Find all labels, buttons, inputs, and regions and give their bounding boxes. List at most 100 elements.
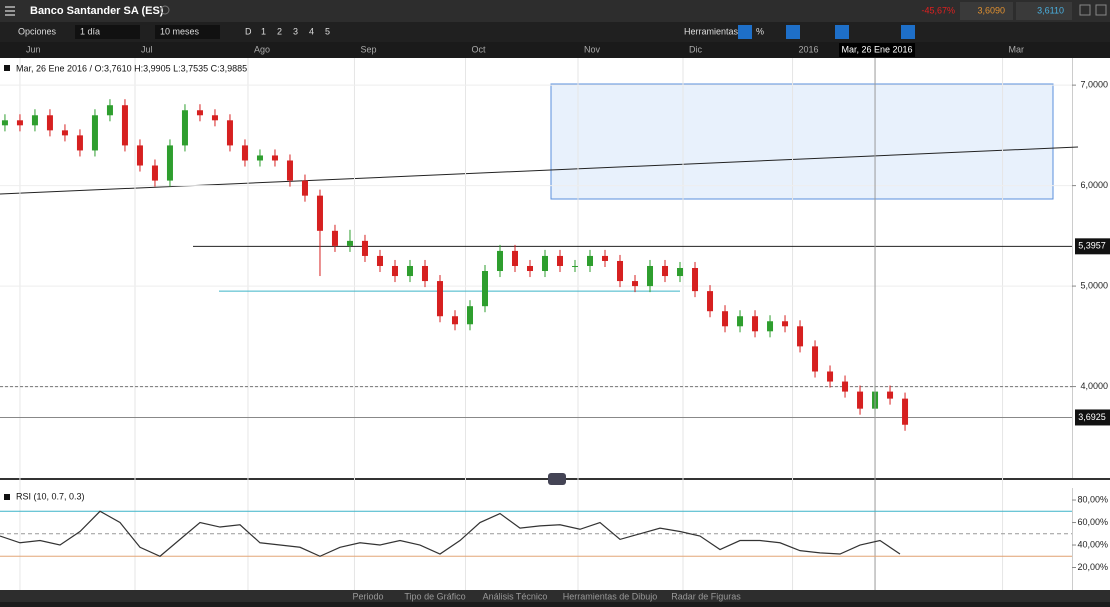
candle-body: [767, 321, 774, 332]
rsi-tick-label: 20,00%: [1077, 562, 1108, 572]
ask-box[interactable]: [1016, 2, 1072, 20]
menu-icon[interactable]: [5, 6, 15, 16]
range: 10 meses: [160, 26, 200, 36]
candle-body: [31, 115, 38, 126]
tool-button[interactable]: [901, 25, 915, 39]
rsi-tick-label: 80,00%: [1077, 494, 1108, 504]
candle-body: [211, 115, 218, 121]
interval-select[interactable]: [75, 25, 140, 39]
footer-tab[interactable]: Periodo: [352, 591, 383, 601]
range-select[interactable]: [155, 25, 220, 39]
tool-button[interactable]: [835, 25, 849, 39]
candle-body: [707, 291, 714, 312]
candle-body: [827, 371, 834, 382]
candle-body: [617, 260, 624, 282]
candle-body: [286, 160, 293, 181]
candle-body: [166, 145, 173, 181]
trend-line[interactable]: [0, 146, 1079, 195]
rsi-line: [0, 510, 901, 557]
candle-body: [842, 381, 849, 392]
axis-border: [1072, 58, 1073, 478]
candle-body: [181, 110, 188, 146]
candle-body: [241, 145, 248, 161]
toolbar: [0, 22, 1110, 42]
y-tick-label: 5,0000: [1080, 280, 1108, 290]
candle-body: [196, 110, 203, 116]
day-button[interactable]: 1: [261, 26, 266, 36]
day-button[interactable]: 4: [309, 26, 314, 36]
candle-body: [91, 115, 98, 151]
drawn-rectangle[interactable]: [550, 83, 1054, 200]
candle-body: [376, 255, 383, 266]
divider-handle[interactable]: [548, 473, 566, 485]
candle-body: [436, 281, 443, 317]
month-label: Dic: [689, 44, 702, 54]
candle-body: [692, 268, 699, 292]
candle-body: [542, 255, 549, 272]
bottom-bar: [0, 590, 1110, 602]
day-button[interactable]: 5: [325, 26, 330, 36]
candle-body: [602, 255, 609, 261]
day-button[interactable]: 2: [277, 26, 282, 36]
grid-button[interactable]: [786, 25, 800, 39]
candle-body: [391, 265, 398, 277]
candle-body: [511, 250, 518, 266]
options[interactable]: Opciones: [18, 26, 57, 36]
instrument-title: Banco Santander SA (ES): [30, 5, 164, 17]
rsi-title: RSI (10, 0.7, 0.3): [16, 491, 85, 501]
search-icon[interactable]: [160, 5, 170, 15]
candle-body: [136, 145, 143, 166]
candle-body: [121, 105, 128, 146]
month-label: Oct: [471, 44, 486, 54]
crosshair-tag: [839, 43, 916, 57]
candle-body: [271, 155, 278, 161]
candle-body: [466, 306, 473, 325]
candle-body: [301, 180, 308, 196]
rsi-pane: [0, 488, 1110, 590]
candle-body: [406, 265, 413, 277]
candle-body: [902, 398, 909, 425]
candle-body: [361, 240, 368, 256]
rsi-tick-label: 40,00%: [1077, 539, 1108, 549]
window-button[interactable]: [1079, 4, 1091, 16]
candle-body: [151, 165, 158, 181]
candle-body: [557, 255, 564, 266]
price-tag: [1075, 409, 1110, 426]
top-bar: [0, 0, 1110, 22]
y-tick-label: 6,0000: [1080, 180, 1108, 190]
candle-body: [451, 316, 458, 325]
footer-tab[interactable]: Herramientas de Dibujo: [563, 591, 658, 601]
footer-tab[interactable]: Radar de Figuras: [671, 591, 741, 601]
footer-tab[interactable]: Análisis Técnico: [483, 591, 548, 601]
info-marker: [4, 65, 10, 71]
tools[interactable]: Herramientas: [684, 26, 739, 36]
candle-body: [106, 105, 113, 116]
bid-box[interactable]: [960, 2, 1013, 20]
percent-button[interactable]: %: [756, 26, 764, 36]
candle-body: [887, 391, 894, 399]
axis-border: [1072, 488, 1073, 590]
candle-body: [496, 250, 503, 272]
candle-body: [46, 115, 53, 131]
change: -45,67%: [921, 5, 955, 15]
close-button[interactable]: [1095, 4, 1107, 16]
candle-body: [797, 326, 804, 347]
candle-body: [346, 240, 353, 246]
month-label: Mar: [1009, 44, 1025, 54]
candle-body: [647, 265, 654, 287]
month-label: Jul: [141, 44, 153, 54]
day-button[interactable]: 3: [293, 26, 298, 36]
candle-body: [16, 120, 23, 126]
footer-tab[interactable]: Tipo de Gráfico: [404, 591, 465, 601]
rsi-tick-label: 60,00%: [1077, 517, 1108, 527]
interval: 1 día: [80, 26, 100, 36]
candle-body: [722, 311, 729, 327]
candle-body: [1, 120, 8, 126]
tool-button[interactable]: [738, 25, 752, 39]
candle-body: [316, 195, 323, 231]
day-button[interactable]: D: [245, 26, 252, 36]
month-label: Jun: [26, 44, 41, 54]
y-tick-label: 4,0000: [1080, 381, 1108, 391]
price-tag: [1075, 238, 1110, 255]
